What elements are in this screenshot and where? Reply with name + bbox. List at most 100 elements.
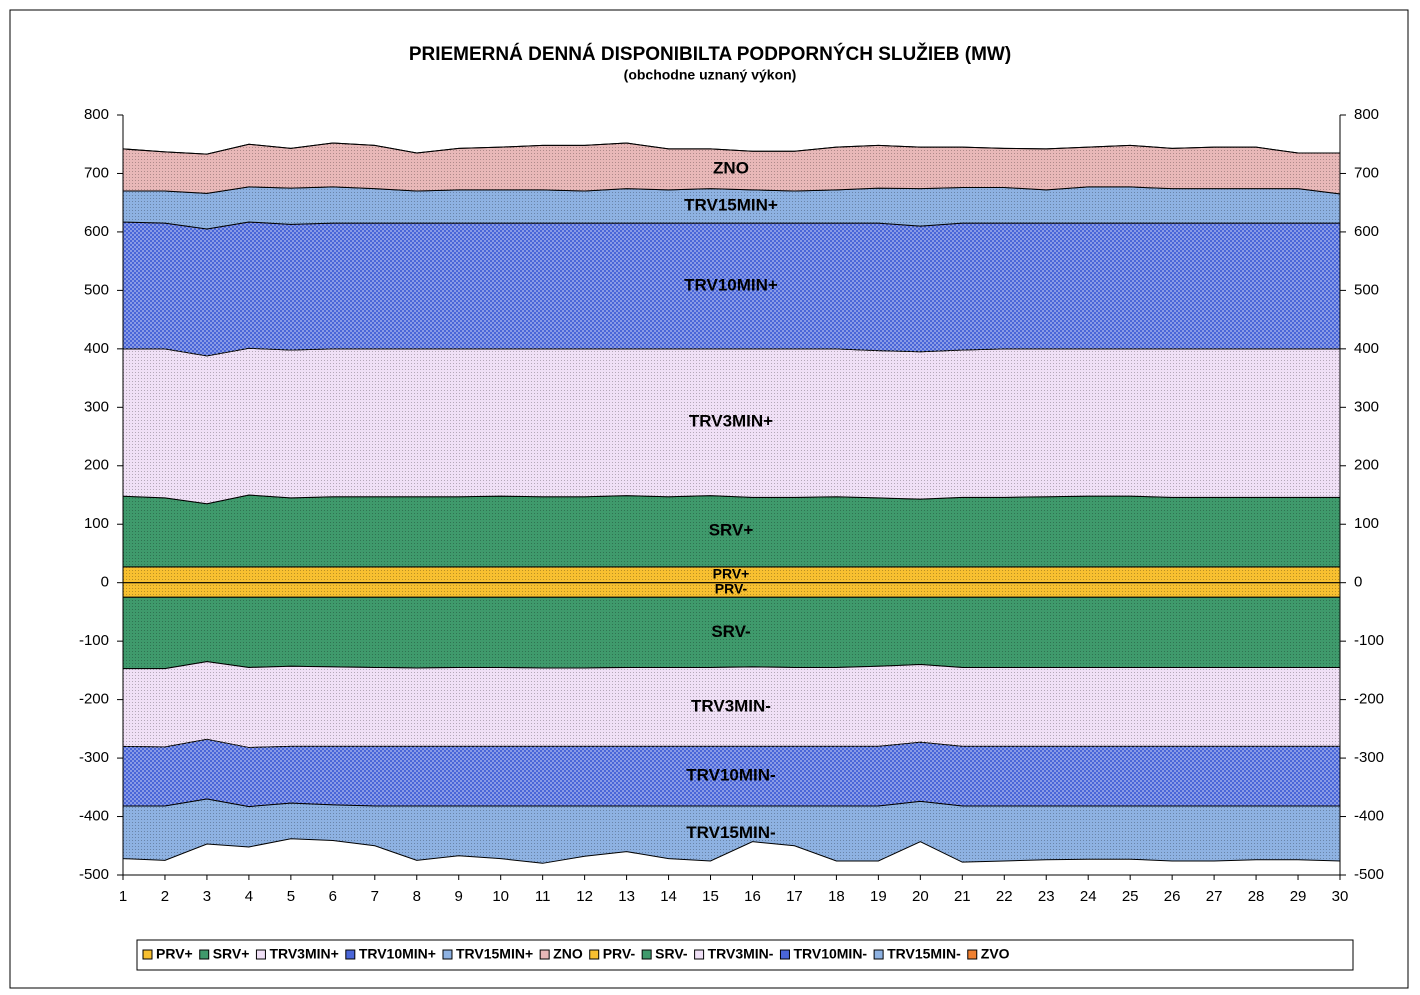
legend-swatch xyxy=(967,949,978,960)
y2-tick-label: -400 xyxy=(1354,808,1384,825)
x-tick-label: 9 xyxy=(455,888,463,905)
x-tick-label: 19 xyxy=(870,888,887,905)
legend-item: TRV15MIN+ xyxy=(442,946,533,962)
area-texture xyxy=(123,566,1340,583)
area-texture xyxy=(123,597,1340,669)
area-label: SRV+ xyxy=(709,521,754,540)
area-label: TRV15MIN- xyxy=(686,823,775,842)
legend-swatch xyxy=(641,949,652,960)
legend-label: TRV3MIN- xyxy=(708,946,774,962)
legend-swatch xyxy=(442,949,453,960)
x-tick-label: 2 xyxy=(161,888,169,905)
x-tick-label: 12 xyxy=(576,888,593,905)
y-tick-label: 800 xyxy=(84,106,109,123)
area-texture xyxy=(123,143,1340,194)
y-tick-label: 0 xyxy=(101,574,109,591)
chart-title: PRIEMERNÁ DENNÁ DISPONIBILTA PODPORNÝCH … xyxy=(409,43,1011,65)
legend-item: TRV10MIN- xyxy=(779,946,867,962)
legend-item: TRV10MIN+ xyxy=(345,946,436,962)
y-tick-label: -500 xyxy=(79,866,109,883)
legend-swatch xyxy=(779,949,790,960)
legend-label: ZVO xyxy=(981,946,1010,962)
area-label: SRV- xyxy=(711,622,750,641)
x-tick-label: 7 xyxy=(371,888,379,905)
x-tick-label: 30 xyxy=(1332,888,1349,905)
area-group xyxy=(122,738,1341,808)
legend-swatch xyxy=(199,949,210,960)
y2-tick-label: 0 xyxy=(1354,574,1362,591)
legend-label: PRV- xyxy=(603,946,636,962)
legend-item: TRV3MIN- xyxy=(694,946,774,962)
x-tick-label: 24 xyxy=(1080,888,1097,905)
x-tick-label: 14 xyxy=(660,888,677,905)
legend-label: PRV+ xyxy=(156,946,193,962)
x-tick-label: 20 xyxy=(912,888,929,905)
area-texture xyxy=(123,495,1340,567)
area-label: PRV- xyxy=(715,581,748,597)
y-tick-label: 300 xyxy=(84,398,109,415)
x-tick-label: 28 xyxy=(1248,888,1265,905)
legend-item: TRV3MIN+ xyxy=(255,946,339,962)
area-texture xyxy=(123,661,1340,748)
area-group xyxy=(122,186,1341,230)
legend-swatch xyxy=(873,949,884,960)
x-tick-label: 6 xyxy=(329,888,337,905)
x-tick-label: 25 xyxy=(1122,888,1139,905)
area-texture xyxy=(123,799,1340,864)
x-tick-label: 17 xyxy=(786,888,803,905)
legend-swatch xyxy=(589,949,600,960)
area-texture xyxy=(123,186,1340,229)
legend-label: TRV15MIN- xyxy=(887,946,961,962)
x-tick-label: 22 xyxy=(996,888,1013,905)
legend-label: SRV- xyxy=(655,946,688,962)
y-tick-label: 500 xyxy=(84,281,109,298)
area-label: TRV15MIN+ xyxy=(684,195,778,214)
legend-label: SRV+ xyxy=(213,946,250,962)
legend-item: SRV- xyxy=(641,946,688,962)
area xyxy=(122,142,1340,155)
x-tick-label: 11 xyxy=(535,888,551,905)
area-group xyxy=(122,661,1341,749)
y-tick-label: 400 xyxy=(84,340,109,357)
area-texture xyxy=(123,221,1340,356)
area-group xyxy=(122,596,1341,670)
area-group xyxy=(122,142,1340,155)
y2-tick-label: 100 xyxy=(1354,515,1379,532)
legend-item: ZVO xyxy=(967,946,1010,962)
legend-label: ZNO xyxy=(553,946,583,962)
x-tick-label: 3 xyxy=(203,888,211,905)
area-label: TRV10MIN- xyxy=(686,766,775,785)
legend-swatch xyxy=(142,949,153,960)
area-label: PRV+ xyxy=(713,566,750,582)
legend-item: SRV+ xyxy=(199,946,250,962)
chart-subtitle: (obchodne uznaný výkon) xyxy=(624,67,797,83)
x-tick-label: 16 xyxy=(744,888,761,905)
legend-swatch xyxy=(539,949,550,960)
area-label: ZNO xyxy=(713,158,749,177)
y2-tick-label: -500 xyxy=(1354,866,1384,883)
y-tick-label: -200 xyxy=(79,691,109,708)
x-tick-label: 4 xyxy=(245,888,253,905)
area-group xyxy=(122,347,1341,505)
x-tick-label: 26 xyxy=(1164,888,1181,905)
legend-item: ZNO xyxy=(539,946,583,962)
y2-tick-label: 400 xyxy=(1354,340,1379,357)
x-tick-label: 21 xyxy=(954,888,971,905)
y-tick-label: -100 xyxy=(79,632,109,649)
area-group xyxy=(122,566,1341,584)
legend-item: PRV+ xyxy=(142,946,193,962)
x-tick-label: 13 xyxy=(618,888,635,905)
legend-label: TRV10MIN+ xyxy=(359,946,436,962)
area-texture xyxy=(123,582,1340,598)
plot-area xyxy=(122,142,1341,864)
legend-swatch xyxy=(694,949,705,960)
y-tick-label: 200 xyxy=(84,457,109,474)
y2-tick-label: -300 xyxy=(1354,749,1384,766)
area-label: TRV3MIN- xyxy=(691,696,771,715)
x-tick-label: 5 xyxy=(287,888,295,905)
y2-tick-label: 600 xyxy=(1354,223,1379,240)
legend-swatch xyxy=(345,949,356,960)
y2-tick-label: 800 xyxy=(1354,106,1379,123)
legend-swatch xyxy=(255,949,266,960)
